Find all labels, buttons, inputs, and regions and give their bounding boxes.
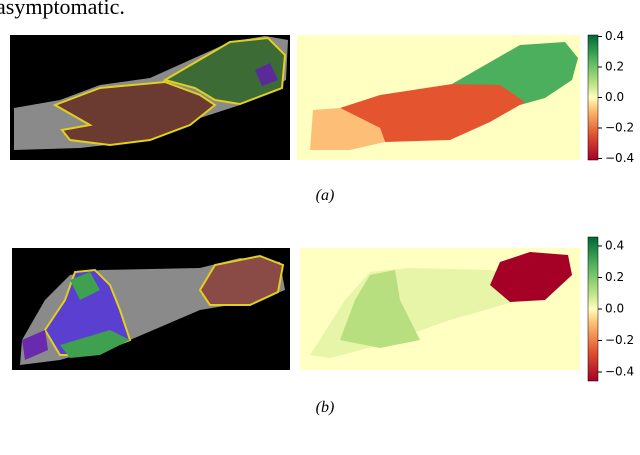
- colorbar-tick-label: −0.4: [605, 151, 634, 165]
- region: [340, 270, 420, 348]
- region: [340, 84, 525, 142]
- region: [22, 330, 48, 360]
- region: [60, 330, 130, 358]
- region: [70, 272, 100, 300]
- region: [162, 36, 287, 106]
- caption: (b): [316, 399, 335, 416]
- colorbar-tick-label: 0.4: [605, 238, 624, 252]
- caption: (a): [316, 187, 335, 204]
- region: [198, 254, 285, 306]
- colorbar-tick-label: 0.4: [605, 29, 624, 43]
- region: [310, 108, 385, 150]
- colorbar: [587, 34, 599, 161]
- colorbar-tick-label: 0.2: [605, 60, 624, 74]
- colorbar-tick-label: 0.0: [605, 90, 624, 104]
- colorbar-tick-label: −0.2: [605, 333, 634, 347]
- body-text: asymptomatic.: [0, 0, 125, 19]
- colorbar-tick-label: −0.2: [605, 120, 634, 134]
- colorbar: [587, 236, 599, 382]
- region: [255, 63, 278, 86]
- region: [52, 80, 217, 147]
- region: [490, 252, 572, 302]
- colorbar-tick-label: 0.0: [605, 302, 624, 316]
- colorbar-tick-label: −0.4: [605, 365, 634, 379]
- colorbar-tick-label: 0.2: [605, 270, 624, 284]
